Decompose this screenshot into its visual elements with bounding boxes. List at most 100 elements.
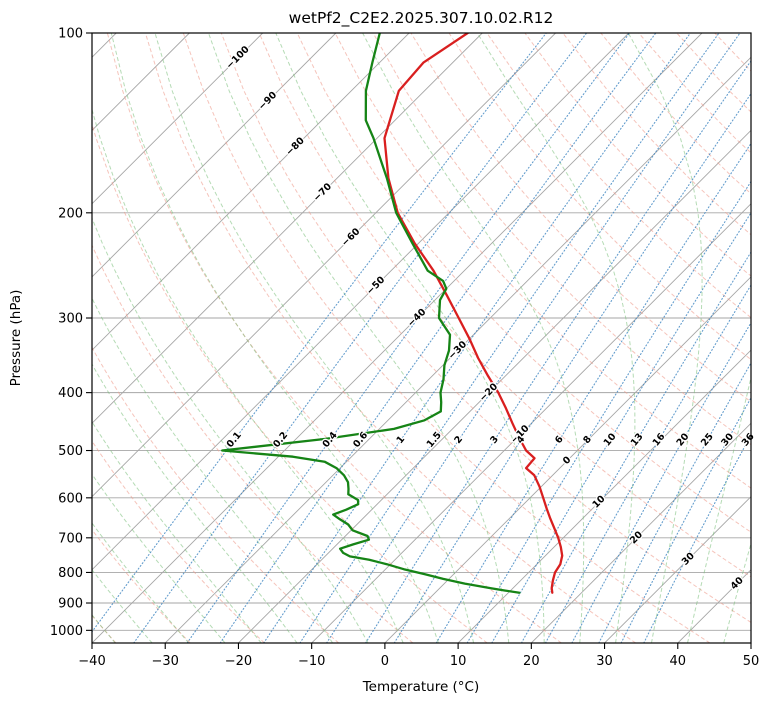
x-tick-label: −20 — [225, 654, 252, 669]
moist-adiabat — [362, 33, 585, 643]
y-tick-label: 200 — [58, 206, 83, 221]
y-tick-label: 500 — [58, 444, 83, 459]
dewpoint-line — [221, 33, 521, 594]
y-tick-label: 300 — [58, 312, 83, 327]
y-tick-label: 600 — [58, 491, 83, 506]
x-tick-label: 0 — [381, 654, 389, 669]
mixing-ratio-line — [520, 251, 751, 643]
mixing-ratio-label: 10 — [602, 431, 619, 448]
mixing-ratio-line — [133, 33, 588, 643]
moist-adiabat — [476, 33, 636, 643]
x-tick-label: 30 — [596, 654, 613, 669]
moist-adiabat — [92, 107, 404, 643]
isotherm-line — [92, 33, 190, 132]
moist-adiabat — [92, 473, 226, 643]
dry-adiabat — [638, 33, 751, 154]
mixing-ratio-line — [435, 142, 751, 643]
isotherm-line — [677, 569, 751, 643]
moist-adiabat — [92, 217, 369, 643]
moist-adiabat — [92, 297, 334, 643]
mixing-ratio-label: 2 — [452, 434, 465, 446]
moist-adiabat — [687, 375, 751, 643]
mixing-ratio-label: 0.4 — [321, 430, 340, 450]
moist-adiabat — [92, 420, 262, 643]
moist-adiabat — [92, 568, 153, 643]
dry-adiabat — [182, 33, 711, 643]
mixing-ratio-label: 3 — [488, 434, 501, 446]
mixing-ratio-label: 25 — [699, 431, 716, 448]
x-tick-label: 20 — [523, 654, 540, 669]
isotherm-line — [92, 33, 630, 571]
dry-adiabat — [753, 33, 775, 643]
y-tick-label: 700 — [58, 531, 83, 546]
mixing-ratio-label: 36 — [740, 431, 757, 448]
moist-adiabat — [154, 33, 475, 643]
isotherm-line — [92, 33, 410, 351]
dry-adiabat — [258, 33, 751, 578]
dry-adiabat — [334, 33, 751, 489]
moist-adiabat — [275, 33, 545, 643]
mixing-ratio-label: 30 — [719, 431, 736, 448]
dry-adiabat — [676, 33, 751, 113]
moist-adiabat-lines — [92, 33, 751, 643]
isotherm-line — [92, 33, 483, 424]
y-axis-label: Pressure (hPa) — [8, 290, 24, 387]
isotherm-line — [604, 495, 751, 643]
mixing-ratio-line — [544, 284, 751, 643]
isotherm-line — [92, 33, 337, 278]
plot-border — [91, 32, 752, 644]
dry-adiabat — [92, 529, 191, 643]
mixing-ratio-label: 13 — [629, 431, 646, 448]
dry-adiabat — [448, 33, 751, 361]
mixing-ratio-label: 6 — [553, 434, 566, 446]
y-tick-label: 900 — [58, 597, 83, 612]
profile-lines — [221, 33, 564, 594]
isotherm-line — [92, 33, 556, 498]
moist-adiabat — [208, 33, 510, 643]
x-tick-label: −40 — [78, 654, 105, 669]
x-axis-label: Temperature (°C) — [362, 679, 480, 695]
mixing-ratio-line — [219, 33, 657, 643]
isotherm-line — [384, 276, 751, 643]
isotherm-line — [92, 33, 703, 643]
mixing-ratio-line — [92, 33, 547, 633]
dry-adiabat — [92, 122, 488, 643]
x-tick-label: 50 — [743, 654, 760, 669]
mixing-ratio-line — [466, 180, 751, 643]
x-tick-label: −30 — [152, 654, 179, 669]
mixing-ratio-label: 0.1 — [225, 430, 244, 450]
mixing-ratio-line — [365, 59, 751, 643]
moist-adiabat — [627, 33, 703, 643]
dry-adiabat — [486, 33, 751, 319]
mixing-ratio-lines — [92, 33, 751, 643]
isotherm-line — [238, 129, 751, 643]
dry-adiabat — [220, 33, 751, 623]
mixing-ratio-line — [491, 211, 751, 643]
mixing-ratio-line — [620, 396, 751, 643]
mixing-ratio-line — [571, 321, 751, 643]
dry-adiabat — [106, 33, 562, 643]
y-tick-label: 1000 — [50, 624, 83, 639]
dry-adiabat — [92, 440, 265, 643]
y-tick-label: 400 — [58, 386, 83, 401]
dry-adiabat — [372, 33, 751, 446]
isotherm-line — [750, 642, 751, 643]
mixing-ratio-label: 1 — [395, 434, 408, 446]
x-tick-label: −10 — [298, 654, 325, 669]
dry-adiabat — [92, 346, 340, 643]
mixing-ratio-line — [299, 33, 720, 643]
dry-adiabat — [144, 33, 636, 643]
dry-adiabat — [92, 244, 414, 643]
mixing-ratio-line — [643, 433, 751, 643]
mixing-ratio-label: 16 — [651, 431, 668, 448]
isotherm-line — [530, 422, 751, 643]
mixing-ratio-line — [598, 361, 751, 643]
mixing-ratio-line — [186, 33, 631, 643]
moist-adiabat — [92, 363, 298, 643]
moist-adiabat — [723, 541, 751, 643]
temperature-line — [383, 33, 564, 594]
pressure-gridlines — [92, 32, 751, 631]
x-tick-label: 10 — [450, 654, 467, 669]
